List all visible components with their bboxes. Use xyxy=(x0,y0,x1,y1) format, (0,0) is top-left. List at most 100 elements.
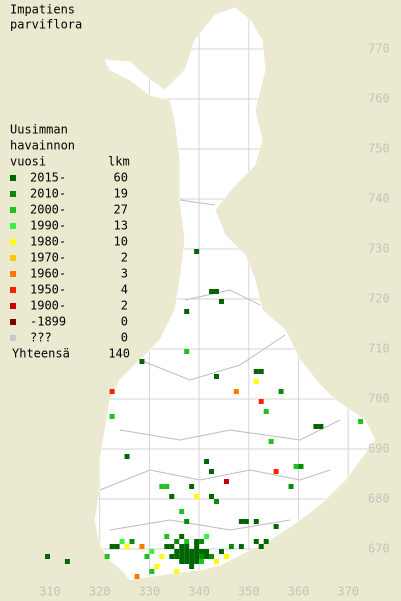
grid-square xyxy=(238,544,244,549)
grid-square xyxy=(258,544,264,549)
legend-label: 1980- xyxy=(30,235,66,249)
grid-square xyxy=(278,389,284,394)
grid-square xyxy=(209,554,215,559)
x-tick-label: 320 xyxy=(89,585,111,599)
legend-count: 19 xyxy=(114,187,128,201)
legend-count: 0 xyxy=(121,315,128,329)
grid-square xyxy=(223,479,229,484)
legend-label: 1900- xyxy=(30,299,66,313)
legend-label: 1960- xyxy=(30,267,66,281)
grid-square xyxy=(253,539,259,544)
grid-square xyxy=(149,569,155,574)
legend-swatch xyxy=(10,287,16,293)
grid-square xyxy=(139,359,145,364)
grid-square xyxy=(273,524,279,529)
legend-swatch xyxy=(10,255,16,261)
grid-square xyxy=(109,544,115,549)
grid-square xyxy=(253,379,259,384)
grid-square xyxy=(64,559,70,564)
grid-square xyxy=(263,409,269,414)
grid-square xyxy=(184,519,190,524)
grid-square xyxy=(184,539,190,544)
grid-square xyxy=(144,554,150,559)
grid-square xyxy=(214,374,219,379)
grid-square xyxy=(199,559,205,564)
legend-swatch xyxy=(10,271,16,277)
grid-square xyxy=(179,549,185,554)
legend-swatch xyxy=(10,239,16,245)
legend-count: 2 xyxy=(121,299,128,313)
land xyxy=(94,7,376,581)
legend-swatch xyxy=(10,335,16,341)
legend-total-label: Yhteensä xyxy=(12,347,70,361)
grid-square xyxy=(164,534,170,539)
grid-square xyxy=(258,399,264,404)
grid-square xyxy=(164,484,170,489)
grid-square xyxy=(179,544,185,549)
x-tick-label: 350 xyxy=(238,585,260,599)
y-tick-label: 670 xyxy=(368,542,390,556)
grid-square xyxy=(204,534,210,539)
legend-label: 1990- xyxy=(30,219,66,233)
legend-label: 2015- xyxy=(30,171,66,185)
grid-square xyxy=(204,459,210,464)
legend-label: 1970- xyxy=(30,251,66,265)
grid-square xyxy=(288,484,294,489)
y-tick-label: 680 xyxy=(368,492,390,506)
grid-square xyxy=(109,389,115,394)
y-tick-label: 730 xyxy=(368,242,390,256)
legend-label: 2000- xyxy=(30,203,66,217)
grid-square xyxy=(268,439,274,444)
grid-square xyxy=(223,554,229,559)
grid-square xyxy=(214,559,219,564)
legend-count: 4 xyxy=(121,283,128,297)
grid-square xyxy=(104,554,110,559)
grid-square xyxy=(313,424,319,429)
grid-square xyxy=(45,554,50,559)
grid-square xyxy=(134,574,140,579)
grid-square xyxy=(298,464,304,469)
grid-square xyxy=(204,554,210,559)
grid-square xyxy=(184,554,190,559)
legend-label: 2010- xyxy=(30,187,66,201)
legend-count: 3 xyxy=(121,267,128,281)
grid-square xyxy=(119,539,125,544)
grid-square xyxy=(184,544,190,549)
y-tick-label: 740 xyxy=(368,192,390,206)
grid-square xyxy=(218,549,224,554)
labels: 310 320 330 340 350 360 3706706806907007107207… xyxy=(10,3,390,599)
grid-square xyxy=(209,469,215,474)
grid-square xyxy=(154,564,160,569)
grid-square xyxy=(179,534,185,539)
grid-square xyxy=(114,544,120,549)
legend-swatch xyxy=(10,223,16,229)
grid-square xyxy=(199,549,205,554)
grid-square xyxy=(243,519,249,524)
legend-label: 1950- xyxy=(30,283,66,297)
grid-square xyxy=(199,554,205,559)
grid-square xyxy=(194,549,200,554)
legend-swatch xyxy=(10,175,16,181)
y-tick-label: 690 xyxy=(368,442,390,456)
legend-count: 60 xyxy=(114,171,128,185)
grid-square xyxy=(124,454,130,459)
grid-square xyxy=(184,549,190,554)
x-tick-label: 310 xyxy=(39,585,61,599)
grid-square xyxy=(253,369,259,374)
x-tick-label: 370 xyxy=(337,585,359,599)
grid-square xyxy=(169,494,175,499)
grid-square xyxy=(174,549,180,554)
title: parviflora xyxy=(10,18,82,32)
grid-square xyxy=(199,539,205,544)
legend-count: 10 xyxy=(114,235,128,249)
grid-square xyxy=(253,519,259,524)
grid-square xyxy=(149,549,155,554)
grid-square xyxy=(189,564,195,569)
region-border xyxy=(99,199,341,531)
grid-square xyxy=(164,544,170,549)
grid-square xyxy=(189,559,195,564)
grid-square xyxy=(129,539,135,544)
grid-square xyxy=(258,369,264,374)
grid-square xyxy=(179,554,185,559)
